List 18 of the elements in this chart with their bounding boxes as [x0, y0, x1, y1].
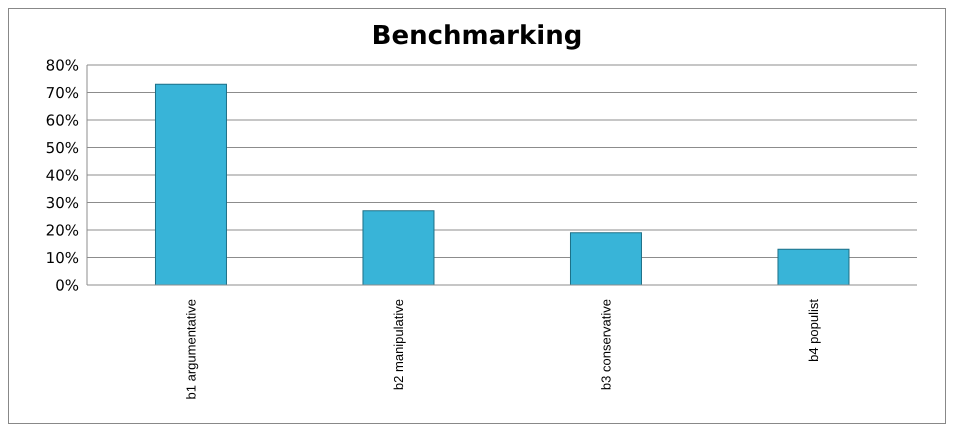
bar: [570, 232, 642, 285]
x-tick-label: b1 argumentative: [183, 299, 198, 400]
bar: [777, 248, 850, 285]
y-tick-label: 10%: [46, 248, 79, 267]
x-tick-label: b4 populist: [806, 298, 821, 362]
y-tick-label: 0%: [55, 276, 79, 294]
chart-title: Benchmarking: [370, 20, 584, 53]
y-tick-label: 30%: [46, 194, 79, 212]
y-tick-label: 20%: [46, 221, 79, 240]
x-tick-label: b3 conservative: [598, 299, 614, 390]
bar: [362, 210, 434, 285]
y-tick-label: 80%: [46, 56, 79, 74]
x-tick-label: b2 manipulative: [390, 299, 406, 390]
y-tick-label: 70%: [46, 84, 79, 102]
y-tick-label: 60%: [46, 111, 79, 130]
y-tick-label: 40%: [46, 166, 79, 184]
bar: [154, 84, 227, 285]
y-tick-label: 50%: [46, 138, 79, 157]
